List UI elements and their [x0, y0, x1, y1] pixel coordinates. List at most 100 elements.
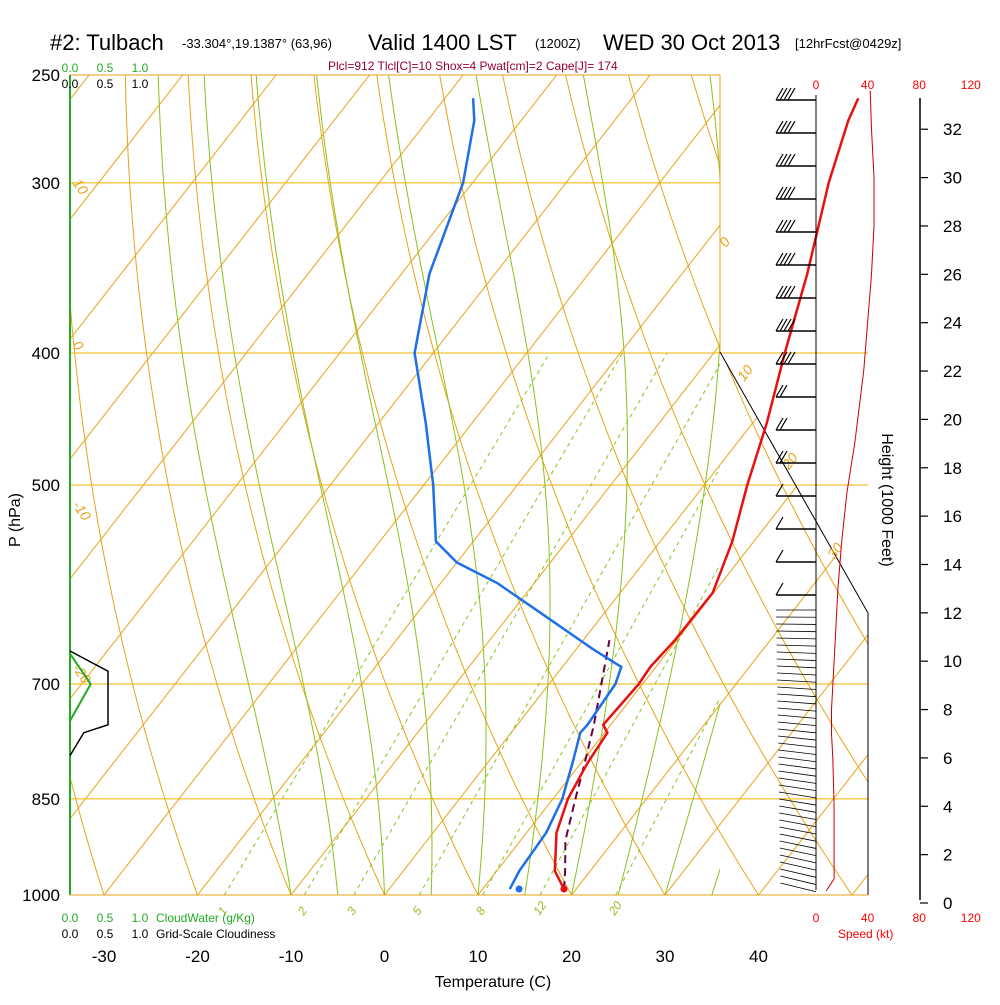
height-tick-label: 32 — [943, 120, 962, 139]
barb-staff — [779, 778, 816, 783]
barb-flag — [784, 220, 791, 232]
barb-flag — [776, 253, 783, 265]
barb-flag — [780, 418, 787, 430]
barb-flag — [776, 121, 783, 133]
surface-temperature-dot — [560, 886, 567, 893]
barb-staff — [780, 848, 816, 856]
height-tick-label: 8 — [943, 701, 952, 720]
barb-flag — [788, 286, 795, 298]
barb-staff — [779, 792, 816, 798]
cloudwater-label: CloudWater (g/Kg) — [156, 911, 255, 925]
barb-flag — [784, 88, 791, 100]
height-tick-label: 6 — [943, 749, 952, 768]
barb-staff — [778, 729, 816, 733]
pressure-tick-label: 1000 — [22, 886, 60, 905]
mixing-ratio-label: 12 — [530, 898, 549, 917]
barb-flag — [784, 187, 791, 199]
barb-flag — [780, 88, 787, 100]
mixing-ratio-line — [616, 353, 903, 895]
speed-tick-top: 120 — [961, 78, 981, 92]
stability-params: Plcl=912 Tlcl[C]=10 Shox=4 Pwat[cm]=2 Ca… — [328, 59, 618, 73]
dry-adiabat — [0, 51, 19, 924]
station-coords: -33.304°,19.1387° (63,96) — [182, 36, 332, 51]
mixing-ratio-label: 3 — [344, 904, 359, 918]
height-tick-label: 28 — [943, 217, 962, 236]
barb-staff — [780, 883, 816, 892]
temperature-tick-label: 40 — [749, 947, 768, 966]
temperature-tick-label: 10 — [469, 947, 488, 966]
forecast-info: [12hrFcst@0429z] — [795, 36, 901, 51]
barb-flag — [788, 121, 795, 133]
barb-flag — [776, 88, 783, 100]
pressure-tick-label: 700 — [32, 675, 60, 694]
barb-staff — [777, 666, 816, 668]
height-tick-label: 2 — [943, 846, 952, 865]
barb-flag — [780, 319, 787, 331]
dry-adiabat — [995, 51, 1000, 924]
isotherm-label: 30 — [824, 540, 846, 562]
speed-axis-label: Speed (kt) — [838, 927, 893, 941]
cloudiness-tick-top: 0.5 — [97, 77, 114, 91]
mixing-ratio-label: 5 — [410, 904, 425, 918]
height-tick-label: 20 — [943, 410, 962, 429]
barb-staff — [780, 834, 816, 841]
barb-staff — [779, 813, 816, 820]
fraction-ticks: 0.00.00.00.00.50.50.50.51.01.01.01.0 — [62, 61, 149, 941]
speed-tick-bottom: 40 — [861, 911, 875, 925]
height-tick-label: 22 — [943, 362, 962, 381]
barb-flag — [784, 253, 791, 265]
barb-flag — [780, 154, 787, 166]
temperature-tick-label: 30 — [656, 947, 675, 966]
barb-staff — [776, 631, 816, 632]
barb-staff — [777, 652, 816, 653]
barb-staff — [778, 736, 816, 740]
speed-tick-top: 40 — [861, 78, 875, 92]
pressure-tick-label: 500 — [32, 476, 60, 495]
cloudwater-tick-top: 0.5 — [97, 61, 114, 75]
height-tick-label: 14 — [943, 555, 962, 574]
cloudiness-tick-top: 0.0 — [62, 77, 79, 91]
dry-adiabat — [125, 51, 303, 924]
temperature-tick-label: 20 — [562, 947, 581, 966]
height-tick-label: 12 — [943, 604, 962, 623]
barb-flag — [784, 319, 791, 331]
mixing-ratio-label: 20 — [605, 898, 625, 918]
speed-tick-top: 80 — [913, 78, 927, 92]
pressure-tick-label: 250 — [32, 66, 60, 85]
barb-staff — [778, 764, 816, 769]
barb-staff — [780, 855, 816, 863]
height-tick-label: 24 — [943, 314, 962, 333]
temperature-tick-label: -10 — [279, 947, 304, 966]
height-tick-label: 0 — [943, 894, 952, 913]
barb-flag — [784, 286, 791, 298]
mixing-ratio-label: 8 — [473, 904, 488, 918]
barb-staff — [777, 701, 816, 704]
barb-staff — [780, 869, 816, 877]
height-tick-label: 26 — [943, 265, 962, 284]
cloudwater-tick-top: 0.0 — [62, 61, 79, 75]
barb-flag — [776, 484, 783, 496]
speed-tick-bottom: 0 — [813, 911, 820, 925]
barb-flag — [784, 121, 791, 133]
barb-staff — [778, 757, 816, 762]
wind-speed-profile — [826, 91, 874, 891]
isotherm-label: -10 — [70, 498, 95, 524]
barb-staff — [777, 673, 816, 675]
barb-staff — [779, 799, 816, 805]
valid-time: Valid 1400 LST — [368, 30, 517, 55]
wind-speed-line — [826, 91, 874, 891]
isotherm-label: 10 — [734, 362, 756, 384]
cloudiness-tick-top: 1.0 — [132, 77, 149, 91]
temperature-tick-label: -20 — [185, 947, 210, 966]
temperature-line — [555, 98, 859, 889]
cloudiness-tick-bottom: 0.5 — [97, 927, 114, 941]
pressure-tick-label: 400 — [32, 344, 60, 363]
isotherm-line — [946, 75, 1000, 895]
cloudwater-tick-bottom: 0.0 — [62, 911, 79, 925]
station-title: #2: Tulbach — [50, 30, 164, 55]
speed-tick-bottom: 120 — [961, 911, 981, 925]
